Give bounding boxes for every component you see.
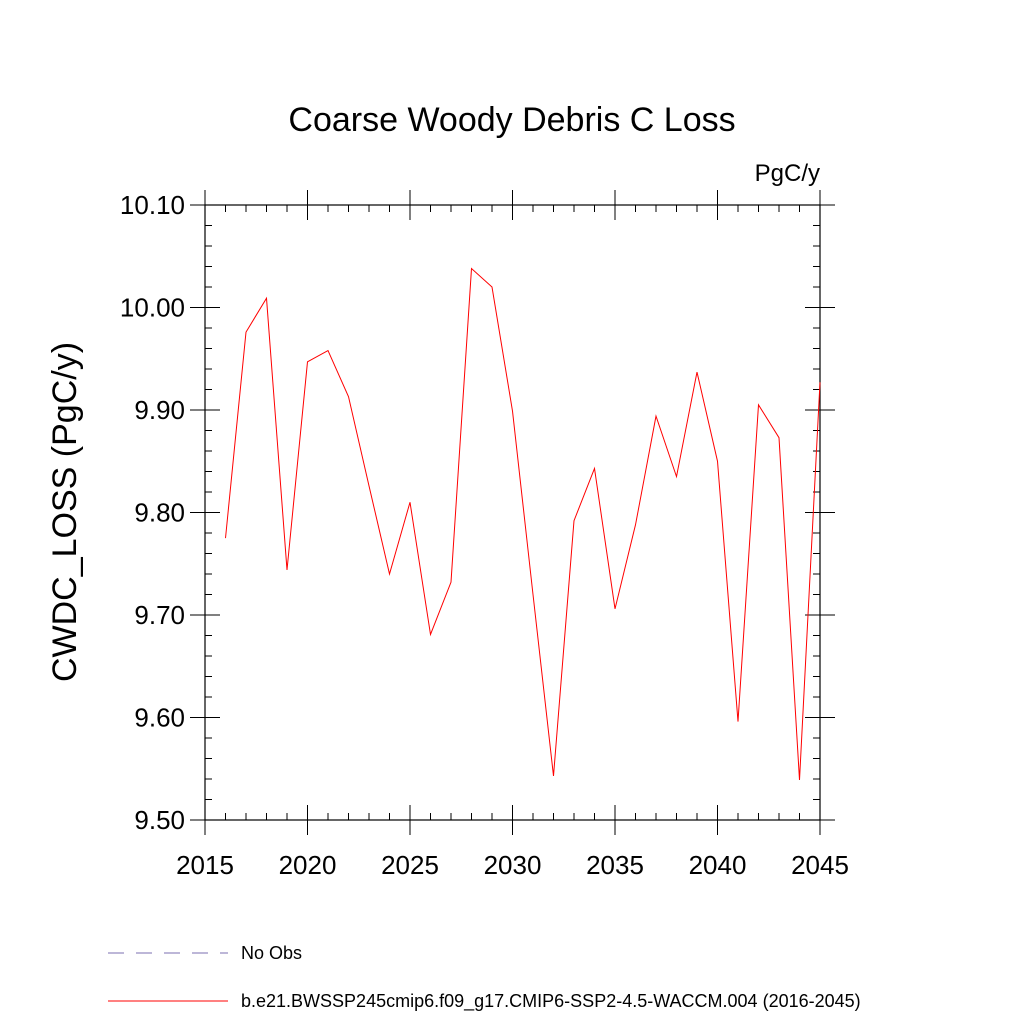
x-tick-label: 2035	[586, 850, 644, 880]
plot-frame	[204, 204, 821, 821]
y-tick-label: 10.00	[120, 293, 185, 323]
y-tick-label: 9.50	[134, 805, 185, 835]
legend-label-no-obs: No Obs	[241, 943, 302, 963]
x-tick-label: 2040	[689, 850, 747, 880]
y-axis-label: CWDC_LOSS (PgC/y)	[46, 342, 84, 682]
x-tick-label: 2025	[381, 850, 439, 880]
x-tick-labels: 2015 2020 2025 2030 2035 2040 2045	[176, 850, 849, 880]
y-tick-label: 9.80	[134, 498, 185, 528]
y-tick-label: 9.60	[134, 703, 185, 733]
major-ticks	[190, 190, 835, 835]
x-tick-label: 2030	[484, 850, 542, 880]
y-tick-label: 9.70	[134, 600, 185, 630]
y-tick-labels: 9.50 9.60 9.70 9.80 9.90 10.00 10.10	[120, 190, 185, 835]
legend-label-model: b.e21.BWSSP245cmip6.f09_g17.CMIP6-SSP2-4…	[241, 991, 861, 1012]
x-tick-label: 2020	[279, 850, 337, 880]
legend: No Obs b.e21.BWSSP245cmip6.f09_g17.CMIP6…	[108, 943, 861, 1012]
series-layer	[225, 267, 821, 781]
series-line-0	[225, 267, 821, 781]
x-tick-label: 2045	[791, 850, 849, 880]
units-label: PgC/y	[755, 160, 820, 187]
chart-title: Coarse Woody Debris C Loss	[288, 101, 735, 139]
x-tick-label: 2015	[176, 850, 234, 880]
y-tick-label: 9.90	[134, 395, 185, 425]
y-tick-label: 10.10	[120, 190, 185, 220]
minor-ticks	[205, 205, 820, 820]
